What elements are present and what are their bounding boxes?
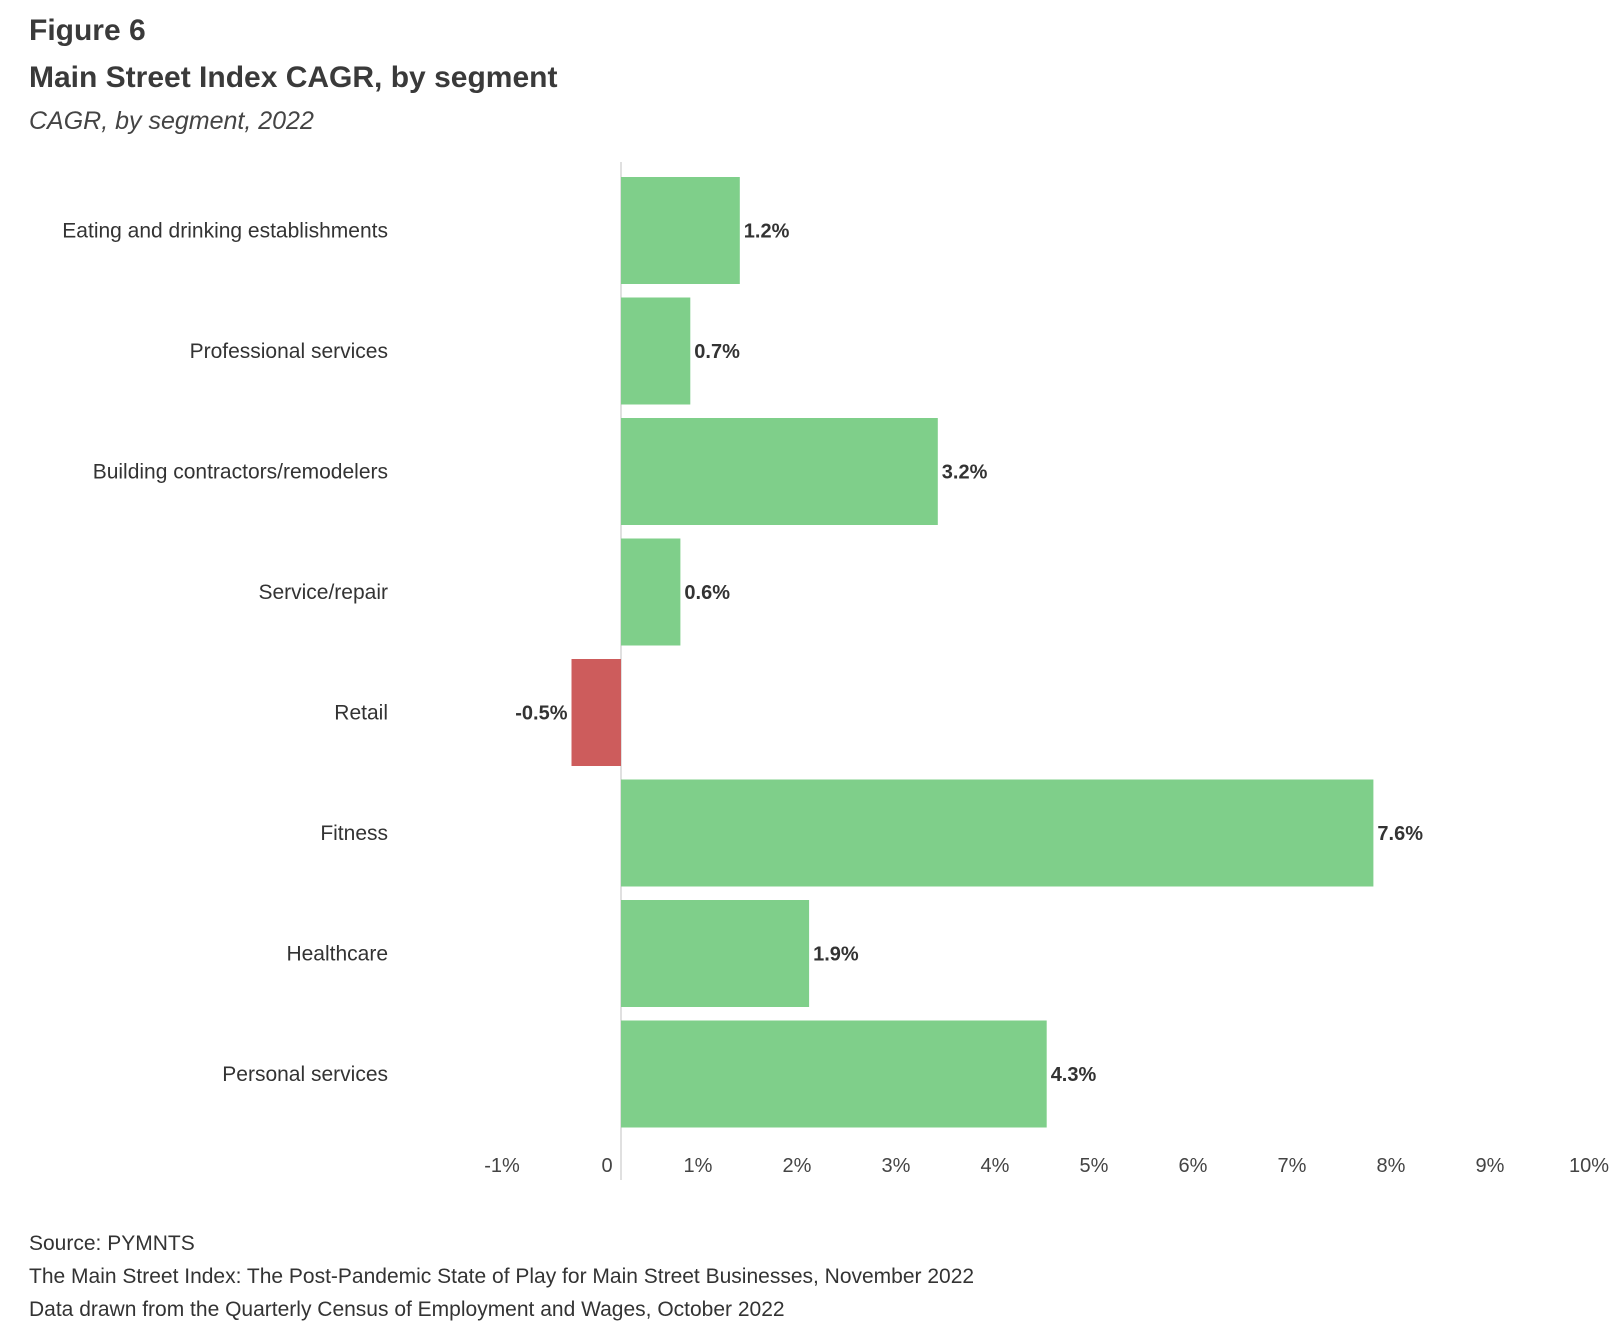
x-tick-label: 5% xyxy=(1080,1155,1109,1177)
bar xyxy=(621,779,1374,887)
category-label: Building contractors/remodelers xyxy=(93,461,388,484)
data-label: 4.3% xyxy=(1051,1064,1097,1086)
x-tick-label: 1% xyxy=(684,1155,713,1177)
category-label: Professional services xyxy=(190,340,388,363)
data-label: 3.2% xyxy=(942,462,988,484)
category-label: Personal services xyxy=(222,1063,388,1086)
category-label: Retail xyxy=(334,702,388,725)
data-label: 7.6% xyxy=(1377,823,1423,845)
bar-chart: Eating and drinking establishments 1.2% Pr… xyxy=(62,162,1609,1180)
category-label: Service/repair xyxy=(258,581,388,604)
data-note-line: Data drawn from the Quarterly Census of … xyxy=(29,1298,785,1321)
chart-title: Main Street Index CAGR, by segment xyxy=(29,61,558,94)
source-line: Source: PYMNTS xyxy=(29,1232,195,1255)
chart-subtitle: CAGR, by segment, 2022 xyxy=(29,107,314,135)
figure-label: Figure 6 xyxy=(29,14,146,47)
data-label: 1.9% xyxy=(813,944,859,966)
data-label: 1.2% xyxy=(744,221,790,243)
data-label: 0.6% xyxy=(684,582,730,604)
category-label: Healthcare xyxy=(286,943,388,966)
category-label: Eating and drinking establishments xyxy=(62,220,388,243)
bar xyxy=(621,538,681,646)
x-tick-label: 8% xyxy=(1377,1155,1406,1177)
x-tick-label: 2% xyxy=(783,1155,812,1177)
x-tick-label: 0 xyxy=(601,1155,612,1177)
bar xyxy=(621,418,938,525)
data-label: 0.7% xyxy=(694,341,740,363)
category-label: Fitness xyxy=(320,822,388,845)
bar xyxy=(571,659,621,766)
x-tick-label: 3% xyxy=(882,1155,911,1177)
bar xyxy=(621,1020,1047,1128)
bar xyxy=(621,297,691,405)
report-title-line: The Main Street Index: The Post-Pandemic… xyxy=(29,1265,975,1288)
x-tick-label: 10% xyxy=(1569,1155,1609,1177)
x-tick-label: 7% xyxy=(1278,1155,1307,1177)
x-tick-label: 6% xyxy=(1179,1155,1208,1177)
x-tick-label: 9% xyxy=(1476,1155,1505,1177)
x-tick-label: -1% xyxy=(484,1155,520,1177)
bar xyxy=(621,900,810,1007)
bar xyxy=(621,177,740,284)
data-label: -0.5% xyxy=(515,703,567,725)
x-tick-label: 4% xyxy=(981,1155,1010,1177)
